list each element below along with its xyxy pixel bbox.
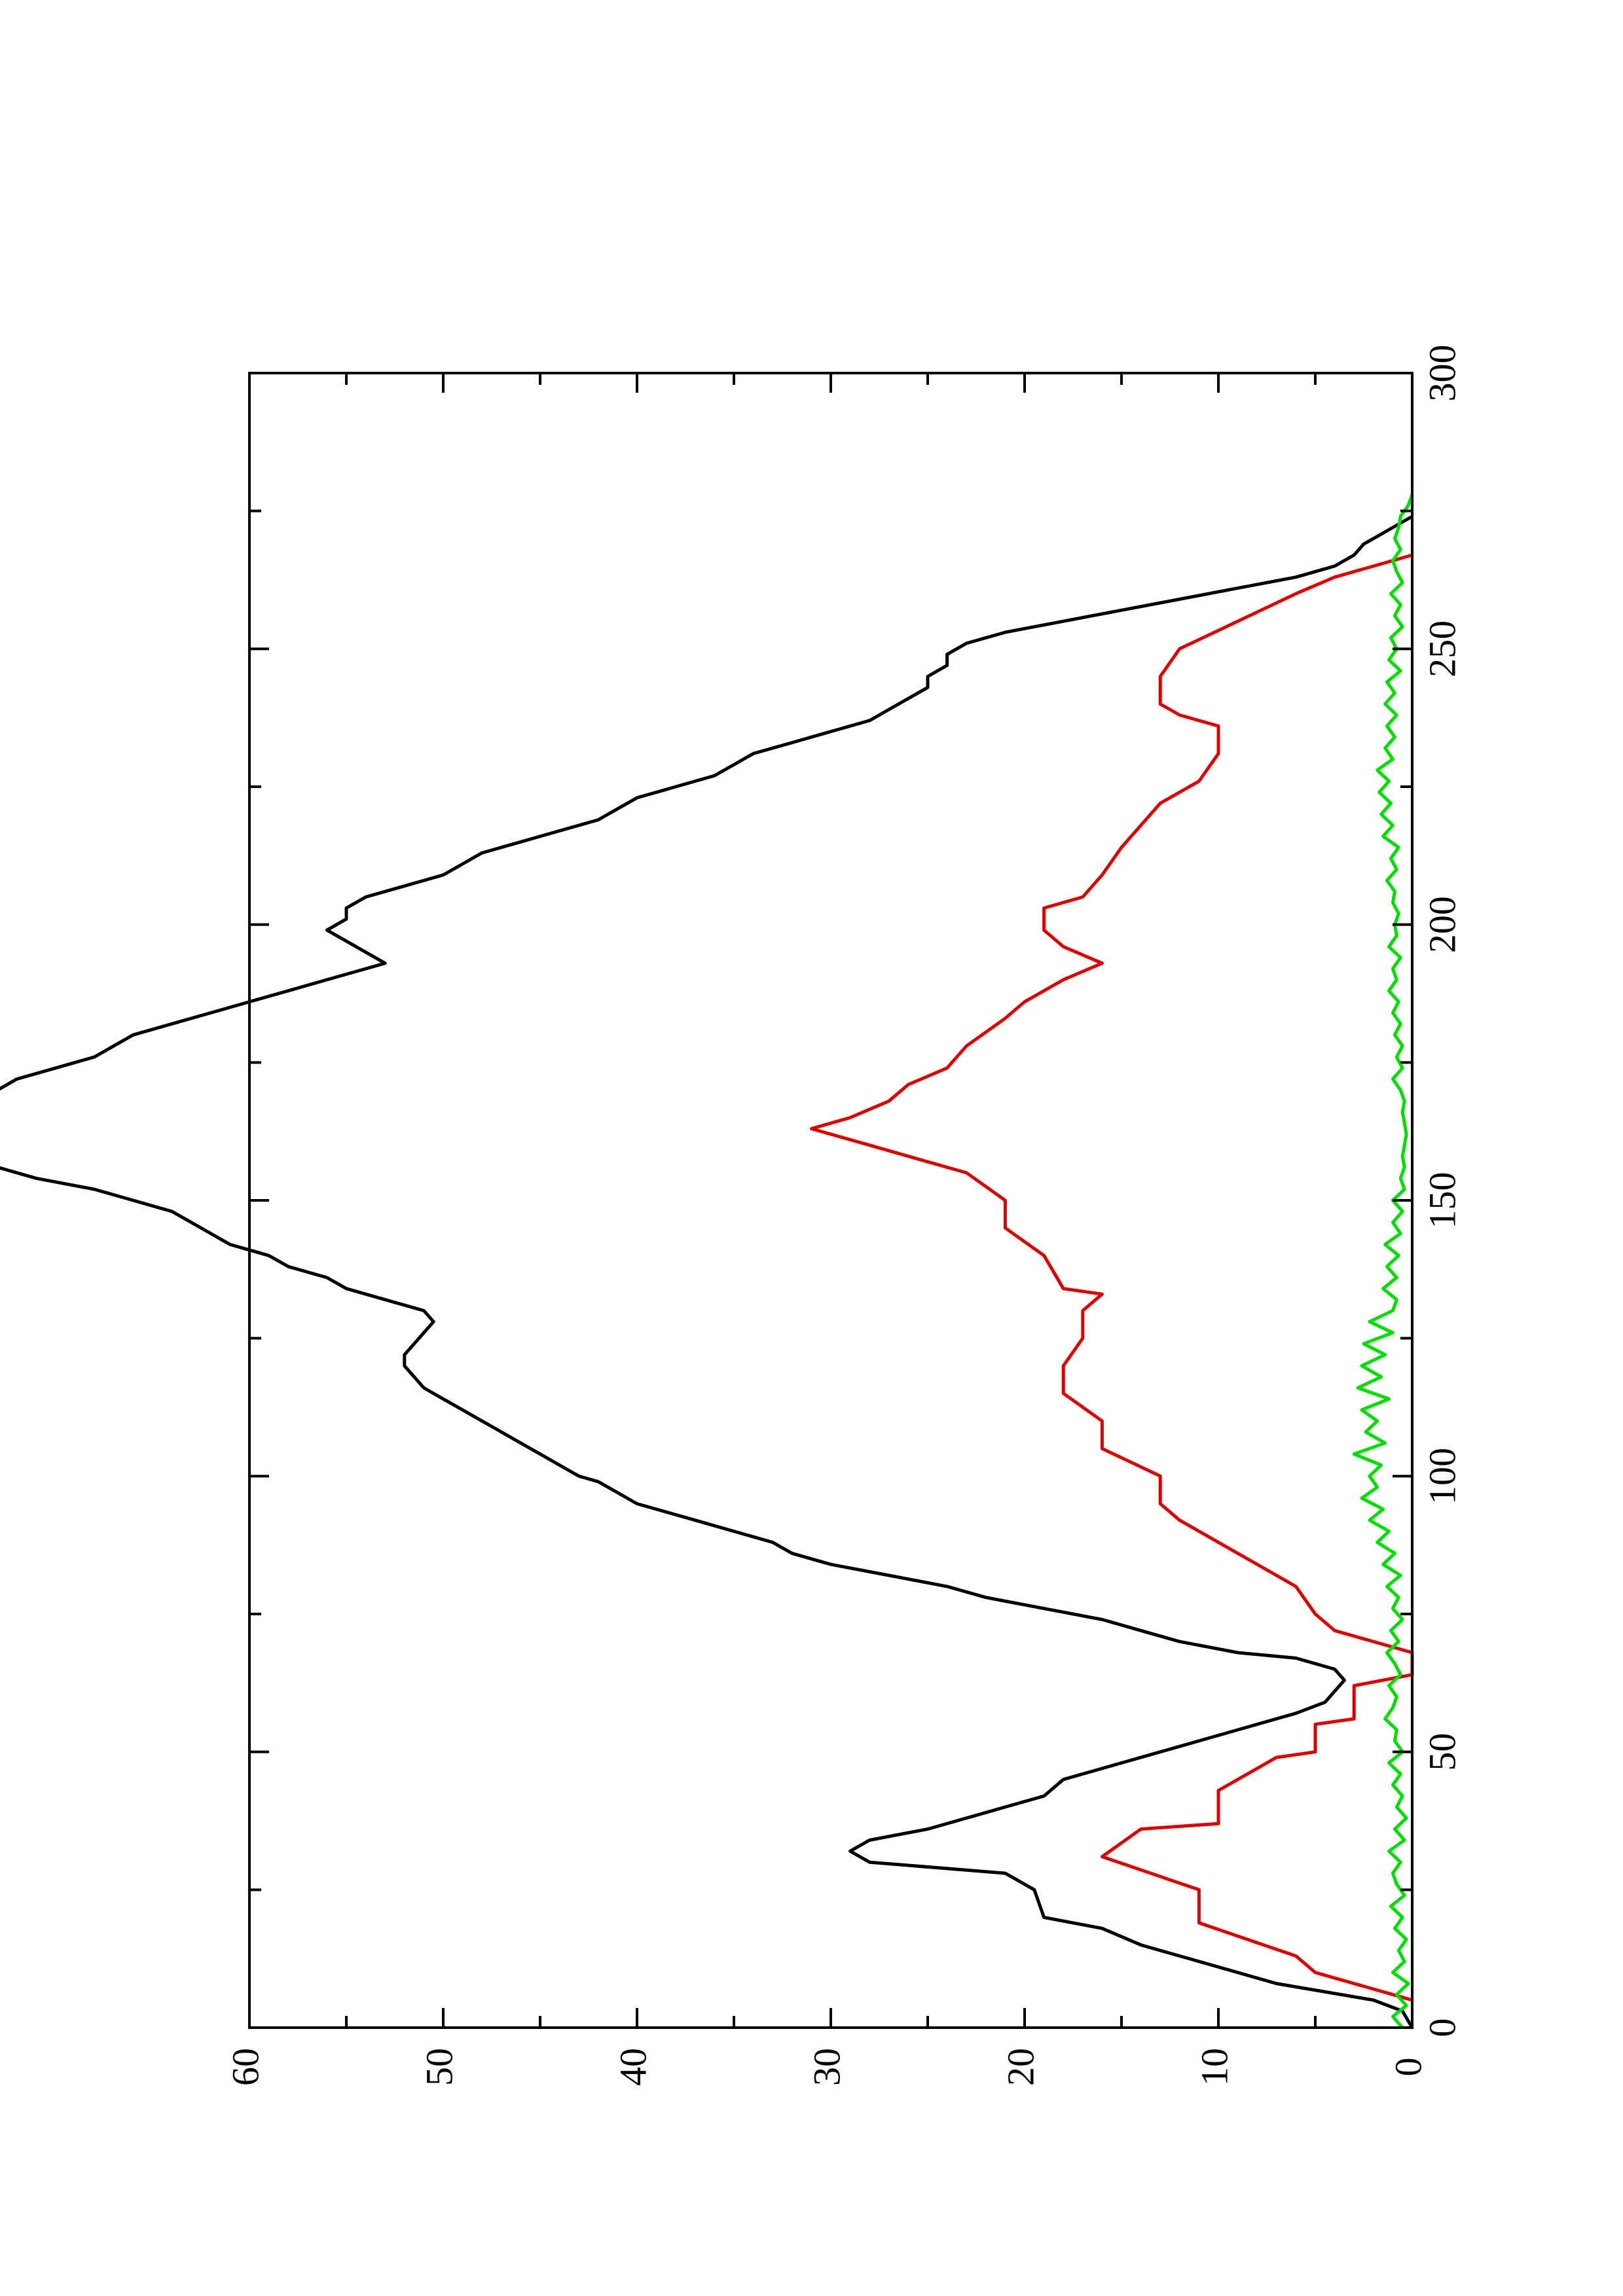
series-line-1 [0,514,1414,2029]
y-tick-label: 0 [1387,2058,1429,2077]
labels-layer: 0 50 100 150 200 250 300 0 10 20 30 40 50 60 [224,345,1463,2087]
x-tick-label: 250 [1421,620,1463,677]
y-tick-label: 40 [611,2048,654,2086]
series-line-3 [1352,493,1414,2029]
x-tick-label: 200 [1421,896,1463,953]
y-tick-label: 60 [224,2048,266,2086]
plot-frame [248,372,1413,2029]
y-tick-label: 50 [418,2048,460,2086]
x-tick-label: 0 [1421,2018,1463,2037]
x-tick-label: 50 [1421,1733,1463,1771]
y-tick-label: 30 [805,2048,848,2086]
series-layer [0,493,1414,2029]
y-tick-label: 20 [999,2048,1042,2086]
x-tick-label: 150 [1421,1172,1463,1229]
series-line-2 [809,553,1414,2002]
y-tick-label: 10 [1193,2048,1235,2086]
x-tick-label: 100 [1421,1448,1463,1505]
x-tick-label: 300 [1421,345,1463,402]
